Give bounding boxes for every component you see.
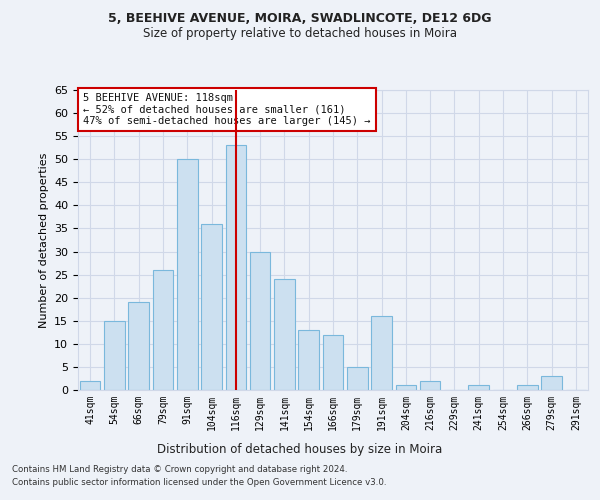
Text: Contains HM Land Registry data © Crown copyright and database right 2024.: Contains HM Land Registry data © Crown c… — [12, 466, 347, 474]
Bar — [347, 367, 368, 390]
Bar — [80, 381, 100, 390]
Bar — [226, 146, 246, 390]
Bar — [152, 270, 173, 390]
Bar — [469, 386, 489, 390]
Bar — [104, 321, 125, 390]
Text: Distribution of detached houses by size in Moira: Distribution of detached houses by size … — [157, 442, 443, 456]
Bar — [420, 381, 440, 390]
Bar — [177, 159, 197, 390]
Text: 5, BEEHIVE AVENUE, MOIRA, SWADLINCOTE, DE12 6DG: 5, BEEHIVE AVENUE, MOIRA, SWADLINCOTE, D… — [108, 12, 492, 26]
Bar — [128, 302, 149, 390]
Bar — [323, 334, 343, 390]
Bar — [371, 316, 392, 390]
Text: 5 BEEHIVE AVENUE: 118sqm
← 52% of detached houses are smaller (161)
47% of semi-: 5 BEEHIVE AVENUE: 118sqm ← 52% of detach… — [83, 93, 371, 126]
Bar — [250, 252, 271, 390]
Text: Contains public sector information licensed under the Open Government Licence v3: Contains public sector information licen… — [12, 478, 386, 487]
Text: Size of property relative to detached houses in Moira: Size of property relative to detached ho… — [143, 28, 457, 40]
Bar — [274, 279, 295, 390]
Bar — [541, 376, 562, 390]
Bar — [298, 330, 319, 390]
Bar — [517, 386, 538, 390]
Y-axis label: Number of detached properties: Number of detached properties — [38, 152, 49, 328]
Bar — [395, 386, 416, 390]
Bar — [201, 224, 222, 390]
